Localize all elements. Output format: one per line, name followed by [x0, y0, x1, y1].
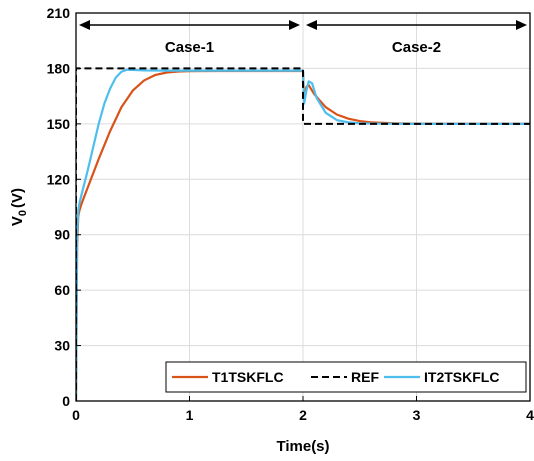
- y-tick-label: 30: [54, 338, 70, 354]
- annotation-label: Case-1: [165, 39, 214, 56]
- series-layer: [76, 67, 530, 401]
- annotation-label: Case-2: [392, 39, 441, 56]
- x-tick-label: 3: [413, 407, 421, 423]
- series-line-it2tskflc: [76, 68, 530, 401]
- y-axis-label: V0 (V): [9, 188, 29, 226]
- legend-label-t1tskflc: T1TSKFLC: [212, 369, 284, 385]
- tick-layer: 0 1 2 3 4 0 30 60 90 120 150 180 210: [47, 5, 534, 423]
- y-tick-label: 120: [47, 171, 71, 187]
- annotation-arrowhead-right: [516, 20, 527, 30]
- x-tick-label: 1: [186, 407, 194, 423]
- x-tick-label: 4: [526, 407, 534, 423]
- annotation-arrowhead-left: [79, 20, 90, 30]
- legend-label-it2tskflc: IT2TSKFLC: [424, 369, 499, 385]
- x-tick-label: 2: [299, 407, 307, 423]
- annotation-arrowhead-left: [306, 20, 317, 30]
- y-tick-label: 180: [47, 60, 71, 76]
- x-tick-label: 0: [72, 407, 80, 423]
- legend: T1TSKFLC REF IT2TSKFLC: [165, 361, 527, 393]
- y-axis-label-main: V: [9, 216, 26, 226]
- y-tick-label: 90: [54, 227, 70, 243]
- y-tick-label: 60: [54, 282, 70, 298]
- annotation-arrowhead-right: [289, 20, 300, 30]
- y-tick-label: 0: [62, 393, 70, 409]
- y-tick-label: 150: [47, 116, 71, 132]
- y-axis-label-unit: (V): [9, 188, 26, 208]
- y-axis-label-subscript: 0: [17, 210, 29, 216]
- y-tick-label: 210: [47, 5, 71, 21]
- x-axis-label: Time(s): [276, 438, 329, 455]
- annotations: Case-1 Case-2: [79, 20, 527, 56]
- legend-label-ref: REF: [351, 369, 379, 385]
